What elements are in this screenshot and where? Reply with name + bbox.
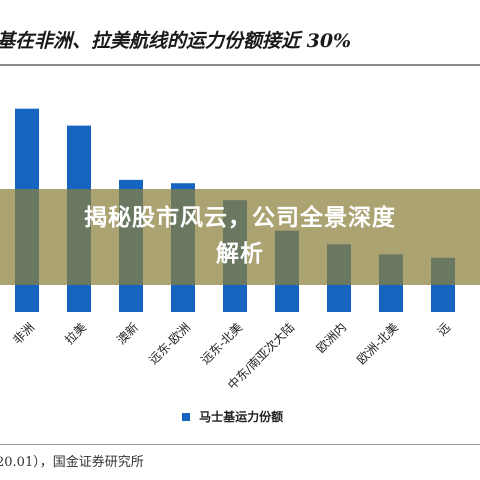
legend-swatch bbox=[182, 412, 190, 421]
x-tick-label: 澳新 bbox=[114, 320, 142, 348]
banner-text: 揭秘股市风云，公司全景深度 解析 bbox=[0, 200, 480, 272]
legend-label: 马士基运力份额 bbox=[199, 410, 284, 424]
chart-title: 基在非洲、拉美航线的运力份额接近 30% bbox=[0, 30, 352, 52]
banner-line-2: 解析 bbox=[216, 241, 264, 267]
source-divider bbox=[0, 444, 480, 445]
legend: 马士基运力份额 bbox=[182, 406, 283, 426]
x-tick-label: 拉美 bbox=[62, 320, 90, 348]
banner-line-1: 揭秘股市风云，公司全景深度 bbox=[84, 205, 396, 231]
title-divider bbox=[0, 64, 480, 66]
x-tick-label: 欧洲-北美 bbox=[354, 320, 401, 367]
banner-overlay bbox=[0, 189, 480, 285]
source-note: 20.01），国金证券研究所 bbox=[0, 455, 144, 470]
x-tick-label: 欧洲内 bbox=[314, 320, 349, 355]
x-tick-label: 远东-北美 bbox=[198, 320, 245, 367]
x-tick-label: 远东-欧洲 bbox=[146, 320, 193, 367]
title-bar: 基在非洲、拉美航线的运力份额接近 30% bbox=[0, 0, 480, 58]
x-tick-label: 非洲 bbox=[10, 320, 37, 347]
x-tick-label: 远 bbox=[435, 320, 453, 338]
